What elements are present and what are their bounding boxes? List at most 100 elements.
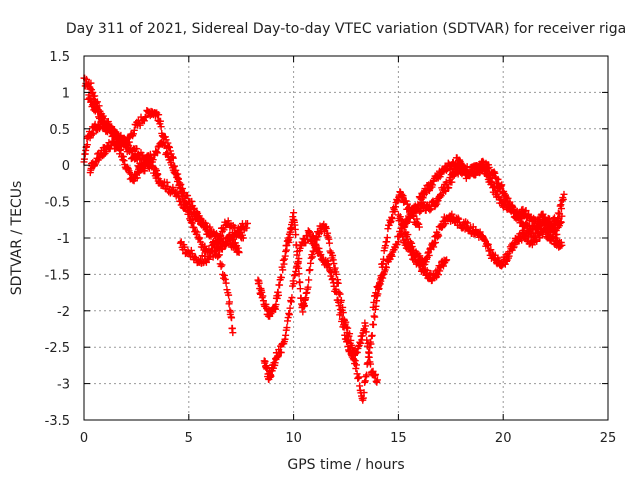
data-point <box>225 291 233 299</box>
series-track-4 <box>86 137 155 185</box>
data-point <box>165 143 173 151</box>
y-tick-label: 0 <box>62 159 70 174</box>
y-tick-label: -1.5 <box>45 268 70 283</box>
data-point <box>558 241 566 249</box>
data-point <box>153 148 161 156</box>
data-point <box>292 231 300 239</box>
data-point <box>464 219 472 227</box>
x-tick-label: 0 <box>80 431 88 446</box>
data-point <box>235 231 243 239</box>
data-point <box>363 371 371 379</box>
data-point <box>560 190 568 198</box>
data-point <box>305 276 313 284</box>
data-point <box>435 232 443 240</box>
data-point <box>235 249 243 257</box>
data-point <box>361 322 369 330</box>
data-point <box>147 154 155 162</box>
data-point <box>190 224 198 232</box>
data-point <box>220 271 228 279</box>
data-point <box>333 288 341 296</box>
data-point <box>193 228 201 236</box>
data-point <box>114 134 122 142</box>
data-point <box>283 324 291 332</box>
data-point <box>360 389 368 397</box>
data-point <box>133 174 141 182</box>
data-point <box>140 117 148 125</box>
data-point <box>188 219 196 227</box>
x-tick-label: 15 <box>390 431 407 446</box>
data-point <box>174 175 182 183</box>
y-tick-label: -2.5 <box>45 341 70 356</box>
data-point <box>181 243 189 251</box>
data-point <box>522 207 530 215</box>
data-point <box>336 290 344 298</box>
data-point <box>364 339 372 347</box>
data-point <box>340 323 348 331</box>
data-point <box>383 234 391 242</box>
data-point <box>401 223 409 231</box>
data-point <box>166 156 174 164</box>
axis-ticks: 0 5 10 15 20 25 1.5 1 0.5 0 -0.5 -1 -1.5 -2 -2.5 -3 -3.5 <box>45 50 617 446</box>
data-point <box>152 165 160 173</box>
data-point <box>352 361 360 369</box>
data-point <box>217 232 225 240</box>
data-point <box>106 123 114 131</box>
data-point <box>362 328 370 336</box>
data-point <box>188 197 196 205</box>
data-point <box>355 373 363 381</box>
data-point <box>136 121 144 129</box>
data-point <box>93 104 101 112</box>
data-point <box>96 110 104 118</box>
data-point <box>285 311 293 319</box>
data-point <box>344 324 352 332</box>
data-point <box>217 262 225 270</box>
data-point <box>533 237 541 245</box>
data-point <box>408 212 416 220</box>
data-point <box>218 261 226 269</box>
data-point <box>206 231 214 239</box>
y-tick-label: -1 <box>57 232 70 247</box>
data-point <box>166 143 174 151</box>
data-point <box>172 170 180 178</box>
data-point <box>282 247 290 255</box>
data-point <box>443 256 451 264</box>
y-tick-label: -3 <box>57 378 70 393</box>
data-point <box>144 163 152 171</box>
data-point <box>416 208 424 216</box>
data-point <box>153 149 161 157</box>
data-point <box>288 294 296 302</box>
data-point <box>363 336 371 344</box>
data-point <box>184 192 192 200</box>
series-track-5 <box>176 219 251 267</box>
data-point <box>332 270 340 278</box>
data-point <box>368 331 376 339</box>
data-point <box>536 234 544 242</box>
data-point <box>346 330 354 338</box>
data-point <box>388 215 396 223</box>
data-point <box>133 145 141 153</box>
data-point <box>229 235 237 243</box>
data-point <box>185 210 193 218</box>
data-point <box>335 302 343 310</box>
data-point <box>188 250 196 258</box>
data-point <box>518 215 526 223</box>
x-tick-label: 25 <box>600 431 617 446</box>
data-point <box>239 234 247 242</box>
y-tick-label: -0.5 <box>45 196 70 211</box>
data-point <box>485 163 493 171</box>
data-point <box>417 259 425 267</box>
data-point <box>404 231 412 239</box>
data-point <box>434 271 442 279</box>
data-point <box>306 266 314 274</box>
data-point <box>371 313 379 321</box>
data-point <box>487 246 495 254</box>
data-point <box>373 376 381 384</box>
data-point <box>425 251 433 259</box>
data-point <box>187 246 195 254</box>
data-point <box>132 154 140 162</box>
data-point <box>423 266 431 274</box>
data-point <box>356 339 364 347</box>
series-track-11 <box>399 233 451 285</box>
data-point <box>330 260 338 268</box>
data-point <box>399 221 407 229</box>
